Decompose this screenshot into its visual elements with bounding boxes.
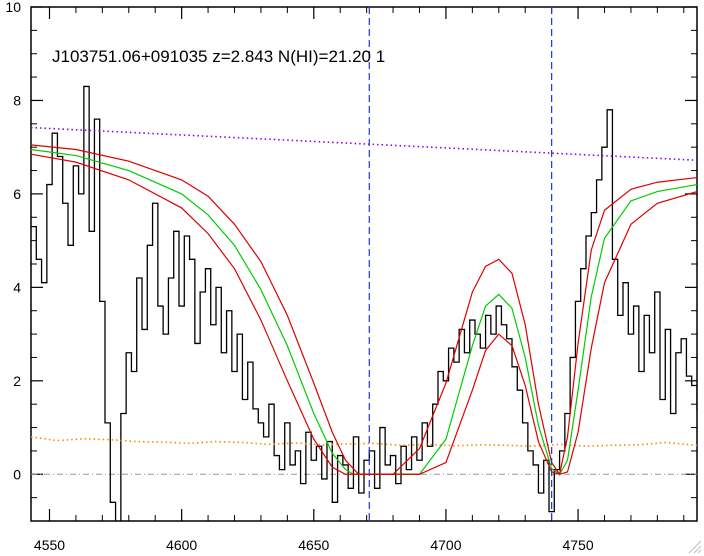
x-tick-label: 4600 — [166, 537, 197, 553]
x-tick-label: 4650 — [298, 537, 329, 553]
y-tick-label: 6 — [13, 186, 21, 202]
series-line-5 — [31, 153, 697, 475]
y-tick-label: 2 — [13, 373, 21, 389]
series-line-0 — [31, 85, 697, 521]
spectrum-annotation: J103751.06+091035 z=2.843 N(HI)=21.20 1 — [52, 47, 385, 66]
resize-grip-icon[interactable] — [688, 540, 702, 554]
axis-ticks: 4550 4600 4650 4700 4750 0 2 4 6 8 10 — [5, 0, 697, 553]
y-tick-label: 10 — [5, 0, 21, 15]
x-tick-label: 4550 — [34, 537, 65, 553]
x-tick-label: 4700 — [430, 537, 461, 553]
series-line-3 — [31, 148, 697, 476]
data-layer — [31, 7, 697, 521]
series-line-4 — [31, 144, 697, 476]
x-tick-label: 4750 — [562, 537, 593, 553]
y-tick-label: 8 — [13, 92, 21, 108]
series-line-1 — [31, 126, 697, 162]
series-line-2 — [31, 436, 697, 448]
y-tick-label: 0 — [13, 466, 21, 482]
y-tick-label: 4 — [13, 279, 21, 295]
